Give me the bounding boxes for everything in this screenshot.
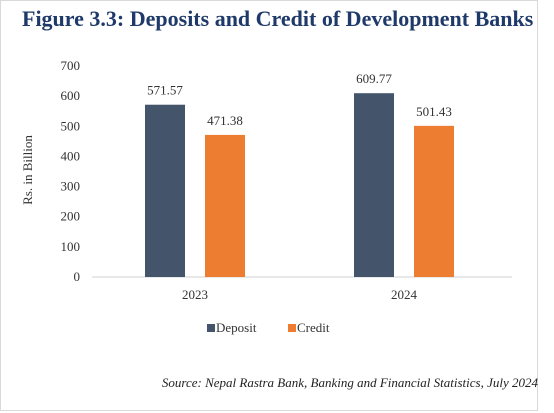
legend: Deposit Credit: [207, 320, 330, 335]
data-label-credit-2024: 501.43: [416, 104, 452, 119]
figure-frame: [0, 0, 538, 411]
x-tick-label-2024: 2024: [391, 287, 418, 302]
bar-credit-2024: [414, 125, 454, 277]
figure-title: Figure 3.3: Deposits and Credit of Devel…: [22, 6, 534, 31]
y-tick-label: 700: [61, 58, 81, 73]
y-axis-label: Rs. in Billion: [20, 135, 35, 205]
data-label-deposit-2024: 609.77: [356, 71, 392, 86]
y-tick-label: 0: [74, 269, 81, 284]
y-tick-label: 500: [61, 118, 81, 133]
data-label-deposit-2023: 571.57: [147, 83, 183, 98]
bar-deposit-2024: [354, 93, 394, 277]
y-axis-ticks: 0 100 200 300 400 500 600 700: [61, 58, 81, 284]
legend-label-credit: Credit: [297, 320, 330, 335]
y-tick-label: 300: [61, 179, 81, 194]
legend-swatch-credit: [288, 324, 296, 332]
bars: [145, 93, 454, 278]
y-tick-label: 200: [61, 209, 81, 224]
x-tick-label-2023: 2023: [182, 287, 208, 302]
legend-label-deposit: Deposit: [216, 320, 257, 335]
bar-credit-2023: [205, 134, 245, 277]
y-tick-label: 100: [61, 239, 81, 254]
y-tick-label: 600: [61, 88, 81, 103]
legend-swatch-deposit: [207, 324, 215, 332]
y-tick-label: 400: [61, 148, 81, 163]
bar-deposit-2023: [145, 104, 185, 278]
data-label-credit-2023: 471.38: [207, 113, 243, 128]
source-note: Source: Nepal Rastra Bank, Banking and F…: [161, 375, 538, 390]
x-axis-ticks: 2023 2024: [182, 287, 418, 302]
bar-data-labels: 571.57 471.38 609.77 501.43: [147, 71, 452, 128]
